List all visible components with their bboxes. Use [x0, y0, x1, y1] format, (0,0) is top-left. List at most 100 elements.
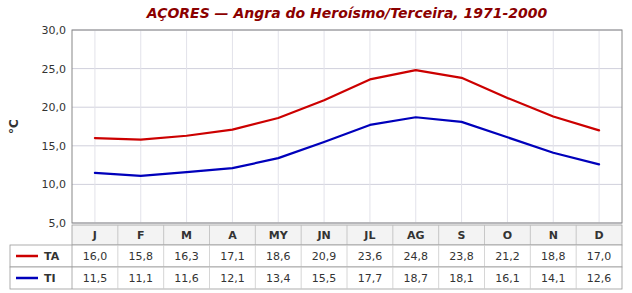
- category-label: F: [137, 229, 145, 242]
- cell-separator: [576, 245, 577, 267]
- value-row: [10, 245, 622, 267]
- cell-separator: [347, 245, 348, 267]
- y-tick-label: 10,0: [42, 178, 67, 191]
- cell-separator: [117, 245, 118, 267]
- cell-separator: [72, 267, 73, 289]
- category-label: JL: [363, 229, 375, 242]
- cell-separator: [163, 225, 164, 245]
- y-axis-label: °C: [7, 119, 21, 134]
- cell-separator: [392, 225, 393, 245]
- cell-separator: [392, 245, 393, 267]
- cell-separator: [530, 225, 531, 245]
- cell-separator: [301, 245, 302, 267]
- grid-line: [72, 107, 622, 108]
- data-label: 23,8: [449, 250, 474, 263]
- grid: [72, 30, 622, 223]
- table: JFMAMYJNJLAGSONDTA16,015,816,317,118,620…: [10, 225, 622, 289]
- plot-area: [72, 30, 622, 223]
- grid-line: [72, 184, 622, 185]
- cell-separator: [484, 225, 485, 245]
- series-line: [95, 117, 599, 176]
- cell-separator: [255, 267, 256, 289]
- data-label: 11,5: [83, 272, 108, 285]
- y-tick-label: 5,0: [49, 217, 67, 230]
- data-label: 20,9: [312, 250, 337, 263]
- legend-label: TA: [44, 250, 60, 263]
- y-tick-label: 15,0: [42, 140, 67, 153]
- data-label: 23,6: [358, 250, 383, 263]
- legend-swatch: [16, 277, 38, 280]
- cell-separator: [347, 225, 348, 245]
- data-label: 17,7: [358, 272, 383, 285]
- value-row: [10, 267, 622, 289]
- cell-separator: [117, 267, 118, 289]
- grid-line-x: [599, 30, 600, 223]
- grid-line-x: [507, 30, 508, 223]
- data-label: 11,6: [174, 272, 199, 285]
- grid-line: [72, 145, 622, 146]
- cell-separator: [438, 245, 439, 267]
- series-line: [95, 70, 599, 139]
- data-label: 24,8: [404, 250, 429, 263]
- data-label: 18,6: [266, 250, 291, 263]
- data-label: 15,8: [129, 250, 154, 263]
- category-label: JN: [316, 229, 330, 242]
- data-label: 16,1: [495, 272, 520, 285]
- cell-separator: [484, 245, 485, 267]
- legend-swatch: [16, 255, 38, 258]
- data-label: 16,0: [83, 250, 108, 263]
- cell-separator: [484, 267, 485, 289]
- grid-line-x: [232, 30, 233, 223]
- category-label: AG: [407, 229, 425, 242]
- category-label: M: [181, 229, 192, 242]
- cell-separator: [576, 267, 577, 289]
- category-label: D: [595, 229, 604, 242]
- cell-separator: [301, 267, 302, 289]
- cell-separator: [392, 267, 393, 289]
- grid-line-x: [461, 30, 462, 223]
- data-label: 12,6: [587, 272, 612, 285]
- data-label: 16,3: [174, 250, 199, 263]
- cell-separator: [347, 267, 348, 289]
- cell-separator: [209, 245, 210, 267]
- category-label: N: [549, 229, 558, 242]
- data-label: 18,1: [449, 272, 474, 285]
- y-tick-label: 30,0: [42, 24, 67, 37]
- cell-separator: [255, 225, 256, 245]
- cell-separator: [438, 267, 439, 289]
- cell-separator: [163, 245, 164, 267]
- cell-separator: [301, 225, 302, 245]
- data-label: 12,1: [220, 272, 245, 285]
- data-label: 18,7: [404, 272, 429, 285]
- grid-line: [72, 68, 622, 69]
- data-label: 21,2: [495, 250, 520, 263]
- cell-separator: [255, 245, 256, 267]
- category-label: J: [92, 229, 97, 242]
- cell-separator: [530, 267, 531, 289]
- title: AÇORES — Angra do Heroísmo/Terceira, 197…: [146, 5, 548, 21]
- y-tick-label: 20,0: [42, 101, 67, 114]
- grid-line-x: [369, 30, 370, 223]
- data-label: 13,4: [266, 272, 291, 285]
- data-label: 17,0: [587, 250, 612, 263]
- cell-separator: [576, 225, 577, 245]
- data-label: 18,8: [541, 250, 566, 263]
- cell-separator: [209, 267, 210, 289]
- cell-separator: [530, 245, 531, 267]
- plot-frame: [72, 30, 622, 223]
- month-row: [72, 225, 622, 245]
- grid-line-x: [553, 30, 554, 223]
- grid-line-x: [324, 30, 325, 223]
- cell-separator: [438, 225, 439, 245]
- legend-label: TI: [44, 272, 56, 285]
- data-label: 15,5: [312, 272, 337, 285]
- data-label: 11,1: [129, 272, 154, 285]
- series-lines: [95, 70, 599, 176]
- data-label: 14,1: [541, 272, 566, 285]
- cell-separator: [163, 267, 164, 289]
- y-tick-label: 25,0: [42, 63, 67, 76]
- cell-separator: [117, 225, 118, 245]
- grid-line-x: [94, 30, 95, 223]
- grid-line-x: [278, 30, 279, 223]
- category-label: O: [503, 229, 512, 242]
